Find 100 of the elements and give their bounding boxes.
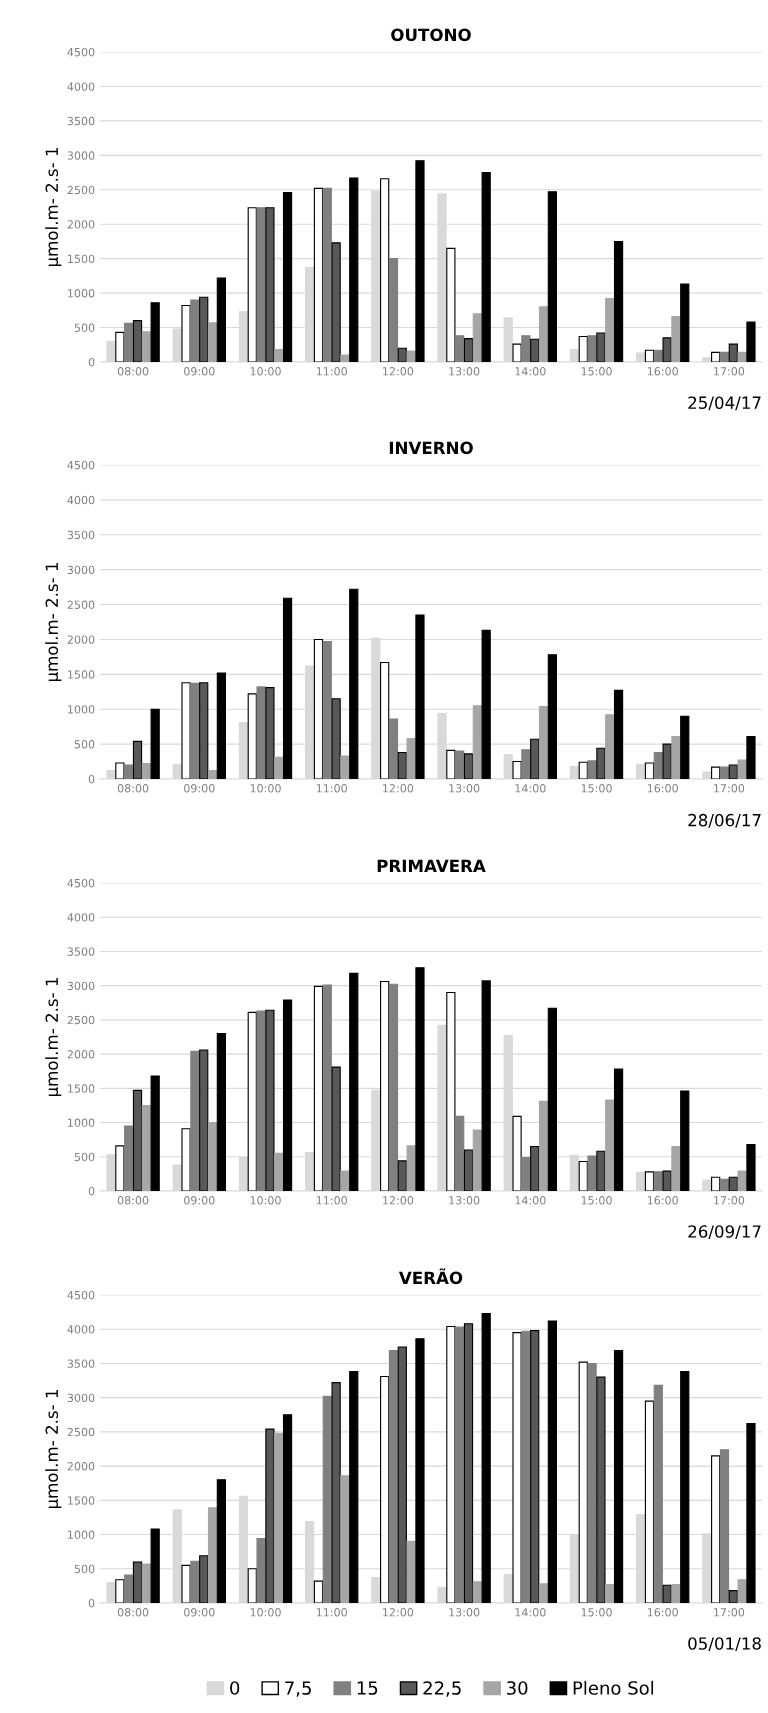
- bar: [199, 682, 209, 779]
- bar: [115, 762, 125, 779]
- bar: [671, 1583, 681, 1603]
- bar: [547, 654, 557, 779]
- x-tick-label: 13:00: [449, 1196, 480, 1205]
- chart-title: INVERNO: [389, 441, 473, 455]
- y-tick-label: 2500: [67, 600, 95, 609]
- bar: [340, 755, 350, 779]
- bar: [446, 749, 456, 779]
- bar: [349, 588, 359, 779]
- y-tick-label: 1500: [68, 1496, 95, 1505]
- y-axis-title: µmol.m- 2.s- 1: [45, 563, 62, 682]
- bar: [313, 187, 324, 362]
- bar: [406, 1540, 416, 1603]
- bar: [132, 1089, 143, 1191]
- bar: [719, 351, 730, 362]
- bar: [388, 258, 399, 362]
- bar: [547, 1007, 557, 1191]
- y-axis-title: µmol.m- 2.s- 1: [45, 1390, 62, 1509]
- x-tick-label: 11:00: [316, 367, 347, 376]
- bar: [746, 735, 756, 779]
- x-tick-label: 10:00: [250, 1196, 281, 1205]
- y-tick-label: 2500: [67, 185, 95, 195]
- bar: [644, 1400, 655, 1603]
- x-tick-label: 09:00: [184, 1196, 215, 1205]
- bar: [455, 750, 465, 779]
- bar: [181, 304, 191, 362]
- bar: [711, 766, 721, 779]
- bar: [728, 764, 738, 779]
- bar: [397, 1346, 407, 1603]
- y-tick-label: 2500: [67, 1015, 95, 1025]
- bar: [282, 999, 293, 1191]
- bar: [256, 686, 266, 779]
- bar: [521, 749, 531, 779]
- bar: [613, 1068, 624, 1191]
- bar: [644, 762, 655, 779]
- bar: [282, 597, 293, 779]
- x-tick-label: 15:00: [581, 1196, 612, 1205]
- bar: [406, 737, 416, 779]
- bar: [481, 1312, 491, 1603]
- y-tick-label: 3000: [67, 565, 95, 575]
- bar: [331, 698, 341, 779]
- bar: [406, 1145, 416, 1191]
- x-tick-label: 09:00: [184, 784, 215, 793]
- bar: [596, 747, 606, 779]
- bar: [680, 1090, 690, 1191]
- bar: [406, 350, 416, 362]
- y-tick-label: 1000: [68, 705, 95, 714]
- bar: [340, 1170, 350, 1191]
- bar: [521, 1156, 531, 1191]
- bar: [282, 1414, 293, 1603]
- bar: [746, 1423, 756, 1603]
- bar: [322, 640, 332, 779]
- x-tick-label: 17:00: [714, 367, 745, 376]
- y-tick-label: 3500: [67, 1359, 95, 1368]
- bar: [313, 638, 324, 779]
- bar: [331, 1066, 341, 1191]
- bar: [671, 1145, 681, 1191]
- x-tick-label: 08:00: [117, 367, 149, 376]
- bar: [538, 306, 549, 362]
- y-tick-label: 0: [88, 357, 95, 367]
- y-tick-label: 3500: [67, 116, 95, 126]
- y-axis-title: µmol.m- 2.s- 1: [45, 978, 62, 1097]
- bar: [380, 661, 390, 779]
- bar: [538, 1100, 549, 1191]
- bar: [190, 682, 200, 779]
- bar: [680, 715, 690, 779]
- bar: [415, 1338, 425, 1603]
- bar: [587, 760, 597, 779]
- x-tick-label: 17:00: [714, 1608, 745, 1617]
- legend-label: 15: [357, 1681, 378, 1695]
- bar: [596, 332, 606, 362]
- bar: [274, 349, 284, 362]
- bar: [737, 1579, 747, 1603]
- y-axis-title: µmol.m- 2.s- 1: [45, 148, 62, 267]
- x-tick-label: 16:00: [647, 367, 678, 376]
- bar: [446, 991, 456, 1191]
- bar: [662, 1170, 672, 1191]
- x-tick-label: 14:00: [515, 784, 546, 793]
- bar: [199, 1049, 209, 1191]
- legend-label: 7,5: [285, 1681, 311, 1697]
- bar: [481, 629, 491, 779]
- bar: [256, 207, 266, 362]
- bar: [662, 743, 672, 779]
- bar: [340, 354, 350, 362]
- bar: [124, 764, 134, 779]
- y-tick-label: 2000: [67, 220, 95, 229]
- bar: [207, 322, 218, 362]
- bar: [265, 687, 275, 779]
- bar: [207, 1507, 218, 1603]
- text: 28/06/17: [688, 813, 761, 828]
- y-tick-label: 2000: [67, 635, 95, 644]
- x-tick-label: 13:00: [449, 367, 480, 376]
- chart-title: VERÃO: [398, 1268, 463, 1285]
- bar: [719, 1449, 730, 1603]
- bar: [587, 335, 597, 362]
- bar: [746, 321, 756, 362]
- legend-label: 22,5: [423, 1681, 461, 1697]
- bar: [530, 1330, 540, 1603]
- bar: [512, 761, 522, 779]
